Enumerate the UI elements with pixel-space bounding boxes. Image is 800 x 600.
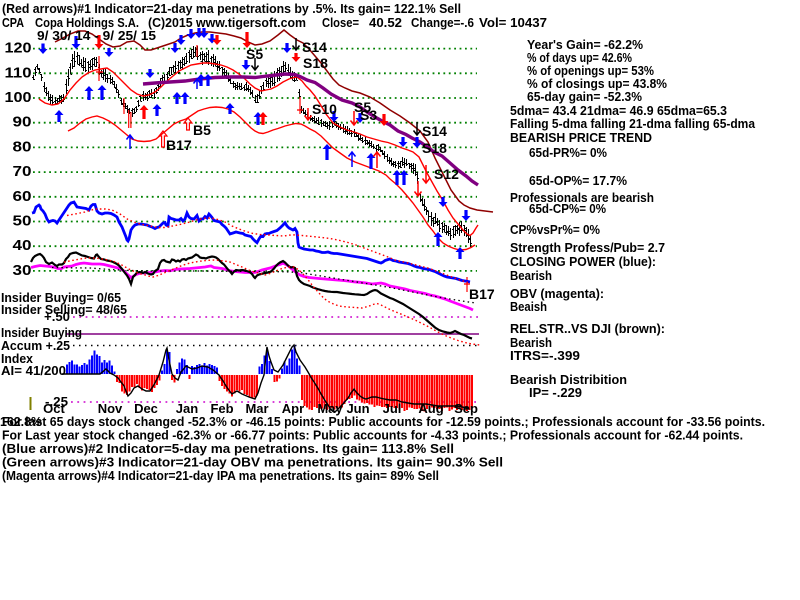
svg-text:OBV (magenta):: OBV (magenta): (510, 286, 604, 301)
svg-text:Year's Gain= -62.2%: Year's Gain= -62.2% (527, 37, 643, 52)
svg-text:Jul: Jul (383, 401, 402, 416)
svg-text:Jun: Jun (346, 401, 369, 416)
svg-text:BEARISH PRICE TREND: BEARISH PRICE TREND (510, 130, 652, 145)
svg-text:70: 70 (13, 163, 32, 180)
svg-text:B17: B17 (469, 286, 495, 302)
svg-text:B17: B17 (166, 137, 192, 153)
svg-text:% of days up= 42.6%: % of days up= 42.6% (527, 50, 632, 65)
svg-text:40: 40 (13, 237, 32, 254)
svg-text:Index: Index (1, 351, 34, 366)
svg-text:9/ 30/ 14 - 9/ 25/ 15: 9/ 30/ 14 - 9/ 25/ 15 (37, 28, 156, 43)
svg-text:S5: S5 (354, 99, 371, 115)
svg-text:Vol= 10437: Vol= 10437 (479, 15, 547, 30)
svg-text:40.52: 40.52 (369, 15, 402, 30)
svg-text:50: 50 (13, 213, 32, 230)
svg-text:S14: S14 (422, 123, 447, 139)
svg-text:100: 100 (5, 89, 32, 106)
svg-text:Change=-.6: Change=-.6 (411, 15, 474, 30)
svg-text:Feb: Feb (210, 401, 233, 416)
svg-text:Beaish: Beaish (510, 299, 547, 314)
svg-text:Strength Profess/Pub= 2.7: Strength Profess/Pub= 2.7 (510, 240, 665, 255)
svg-text:Insider Selling= 48/65: Insider Selling= 48/65 (1, 302, 127, 317)
svg-text:% of closings up= 43.8%: % of closings up= 43.8% (527, 76, 667, 91)
svg-text:Dec: Dec (134, 401, 158, 416)
svg-text:B5: B5 (193, 122, 211, 138)
svg-text:60: 60 (13, 188, 32, 205)
svg-text:Bearish Distribition: Bearish Distribition (510, 372, 627, 387)
svg-text:+.50: +.50 (44, 309, 70, 324)
svg-text:For Last year stock changed -6: For Last year stock changed -62.3% or -6… (2, 428, 743, 443)
svg-text:90: 90 (13, 114, 32, 131)
svg-text:120: 120 (5, 40, 32, 57)
svg-text:65d-CP%= 0%: 65d-CP%= 0% (529, 201, 606, 216)
svg-text:(Red arrows)#1 Indicator=21-da: (Red arrows)#1 Indicator=21-day ma penet… (2, 1, 461, 16)
svg-text:S18: S18 (422, 140, 447, 156)
svg-text:Nov: Nov (98, 401, 123, 416)
svg-text:Accum +.25: Accum +.25 (1, 338, 70, 353)
svg-text:(Magenta arrows)#4 Indicator=2: (Magenta arrows)#4 Indicator=21-day IPA … (2, 468, 439, 483)
svg-text:162.8%: 162.8% (0, 414, 42, 429)
svg-text:(Blue arrows)#2 Indicator=5-da: (Blue arrows)#2 Indicator=5-day ma penet… (2, 441, 454, 456)
svg-text:% of openings up= 53%: % of openings up= 53% (527, 63, 654, 78)
svg-text:CLOSING POWER (blue):: CLOSING POWER (blue): (510, 254, 656, 269)
svg-text:(C)2015 www.tigersoft.com: (C)2015 www.tigersoft.com (148, 15, 306, 30)
svg-text:S18: S18 (303, 55, 328, 71)
svg-text:S12: S12 (434, 166, 459, 182)
svg-text:Sep: Sep (454, 401, 478, 416)
svg-text:CP%vsPr%= 0%: CP%vsPr%= 0% (510, 222, 600, 237)
svg-text:S3: S3 (360, 107, 377, 123)
svg-text:Bearish: Bearish (510, 335, 552, 350)
svg-text:Close=: Close= (322, 15, 359, 30)
svg-text:CPA: CPA (2, 15, 25, 30)
svg-text:Aug: Aug (418, 401, 443, 416)
svg-text:IP= -.229: IP= -.229 (529, 385, 582, 400)
svg-text:65d-PR%= 0%: 65d-PR%= 0% (529, 145, 607, 160)
svg-text:Oct: Oct (43, 401, 65, 416)
svg-text:110: 110 (5, 64, 32, 81)
svg-text:Falling 5-dma falling 21-dma f: Falling 5-dma falling 21-dma falling 65-… (510, 116, 756, 131)
svg-text:Insider Buying: Insider Buying (1, 325, 82, 340)
svg-text:ITRS=-.399: ITRS=-.399 (510, 348, 580, 363)
svg-text:Jan: Jan (176, 401, 198, 416)
svg-text:Professionals are bearish: Professionals are bearish (510, 190, 654, 205)
svg-text:Copa Holdings S.A.: Copa Holdings S.A. (35, 15, 139, 30)
svg-text:May: May (317, 401, 343, 416)
svg-text:-.25: -.25 (45, 394, 68, 409)
svg-text:30: 30 (13, 262, 32, 279)
svg-text:Apr: Apr (282, 401, 304, 416)
svg-text:Mar: Mar (245, 401, 268, 416)
svg-text:65d-OP%= 17.7%: 65d-OP%= 17.7% (529, 173, 627, 188)
svg-text:S5: S5 (246, 46, 263, 62)
svg-text:For last 65 days stock changed: For last 65 days stock changed -52.3% or… (2, 414, 765, 429)
svg-text:(Green arrows)#3 Indicator=21-: (Green arrows)#3 Indicator=21-day OBV ma… (2, 455, 503, 470)
svg-text:S10: S10 (312, 101, 337, 117)
svg-text:S14: S14 (302, 39, 327, 55)
svg-text:AI= 41/200: AI= 41/200 (1, 363, 66, 378)
svg-text:80: 80 (13, 138, 32, 155)
svg-text:REL.STR..VS DJI (brown):: REL.STR..VS DJI (brown): (510, 321, 665, 336)
svg-text:5dma= 43.4 21dma= 46.9 65dma=6: 5dma= 43.4 21dma= 46.9 65dma=65.3 (510, 103, 727, 118)
svg-text:Bearish: Bearish (510, 268, 552, 283)
svg-text:Insider Buying= 0/65: Insider Buying= 0/65 (1, 290, 121, 305)
svg-text:65-day gain= -52.3%: 65-day gain= -52.3% (527, 89, 642, 104)
